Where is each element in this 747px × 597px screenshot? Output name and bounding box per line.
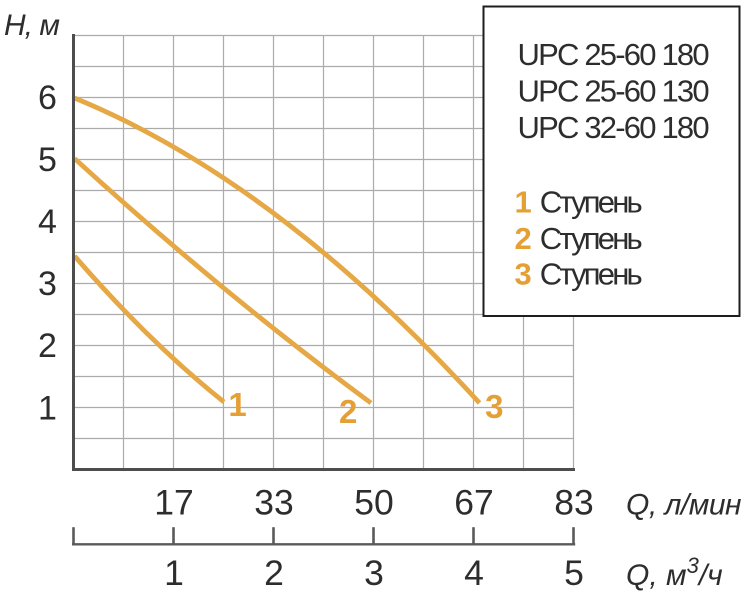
svg-text:2 Ступень: 2 Ступень: [515, 221, 642, 256]
svg-text:UPC 32-60 180: UPC 32-60 180: [518, 110, 710, 145]
svg-text:33: 33: [254, 482, 294, 522]
svg-text:4: 4: [38, 203, 57, 241]
svg-text:2: 2: [38, 327, 57, 365]
svg-text:3 Ступень: 3 Ступень: [515, 257, 642, 292]
svg-text:2: 2: [264, 553, 284, 593]
svg-text:67: 67: [454, 482, 494, 522]
svg-text:1: 1: [228, 386, 246, 423]
svg-text:3: 3: [364, 553, 384, 593]
svg-text:UPC 25-60 130: UPC 25-60 130: [518, 73, 710, 108]
svg-text:UPC 25-60 180: UPC 25-60 180: [518, 37, 710, 72]
svg-text:17: 17: [154, 482, 194, 522]
svg-text:2: 2: [339, 393, 357, 430]
svg-text:83: 83: [554, 482, 594, 522]
svg-text:50: 50: [354, 482, 394, 522]
svg-text:5: 5: [38, 141, 57, 179]
svg-text:6: 6: [38, 79, 57, 117]
svg-text:3: 3: [485, 388, 503, 425]
svg-text:1 Ступень: 1 Ступень: [515, 184, 642, 219]
svg-text:1: 1: [164, 553, 184, 593]
svg-text:Q, л/мин: Q, л/мин: [626, 488, 741, 521]
svg-text:3: 3: [38, 265, 57, 303]
svg-text:1: 1: [38, 390, 57, 428]
svg-text:Q, м3/ч: Q, м3/ч: [626, 553, 723, 592]
svg-text:5: 5: [564, 553, 584, 593]
svg-text:4: 4: [464, 553, 484, 593]
svg-text:H, м: H, м: [4, 9, 59, 42]
